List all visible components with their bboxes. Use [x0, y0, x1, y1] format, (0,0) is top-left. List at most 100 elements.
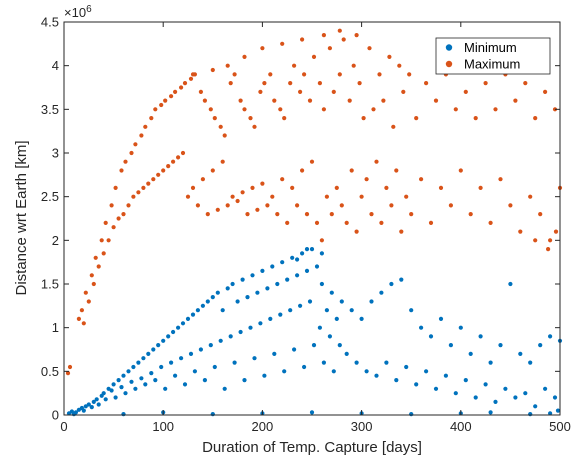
point-minimum — [113, 395, 118, 400]
point-maximum — [361, 116, 366, 121]
y-tick-label: 1 — [52, 320, 59, 335]
point-maximum — [230, 194, 235, 199]
point-maximum — [218, 124, 223, 129]
point-minimum — [331, 369, 336, 374]
point-maximum — [389, 203, 394, 208]
x-tick-label: 0 — [60, 419, 67, 434]
point-minimum — [483, 382, 488, 387]
point-minimum — [288, 308, 293, 313]
point-maximum — [220, 159, 225, 164]
point-maximum — [255, 207, 260, 212]
point-minimum — [270, 264, 275, 269]
point-maximum — [156, 172, 161, 177]
point-maximum — [81, 321, 86, 326]
point-maximum — [468, 212, 473, 217]
point-maximum — [131, 194, 136, 199]
point-minimum — [179, 356, 184, 361]
legend-marker-maximum — [445, 60, 453, 68]
point-minimum — [438, 316, 444, 321]
point-maximum — [538, 212, 543, 217]
point-maximum — [498, 177, 503, 182]
point-maximum — [173, 89, 178, 94]
point-minimum — [210, 412, 215, 417]
point-maximum — [311, 54, 317, 60]
point-minimum — [225, 286, 230, 291]
point-maximum — [302, 72, 307, 77]
point-maximum — [262, 81, 267, 86]
point-minimum — [265, 286, 270, 291]
point-minimum — [252, 356, 257, 361]
point-maximum — [518, 229, 523, 234]
x-tick-label: 200 — [252, 419, 274, 434]
point-minimum — [285, 277, 290, 282]
point-minimum — [275, 281, 280, 287]
point-minimum — [513, 395, 518, 400]
point-minimum — [295, 273, 300, 278]
point-minimum — [307, 299, 313, 304]
point-minimum — [493, 399, 498, 404]
point-maximum — [334, 185, 339, 190]
point-minimum — [389, 281, 394, 287]
point-maximum — [347, 98, 352, 103]
point-maximum — [448, 203, 453, 208]
point-maximum — [79, 308, 84, 313]
point-maximum — [290, 185, 295, 190]
point-maximum — [159, 102, 164, 108]
point-maximum — [275, 212, 280, 217]
point-maximum — [198, 89, 203, 94]
point-maximum — [292, 63, 297, 68]
y-tick-label: 2.5 — [41, 189, 59, 204]
point-minimum — [235, 299, 240, 304]
point-minimum — [169, 360, 174, 365]
point-maximum — [176, 155, 181, 160]
y-axis-label: Distance wrt Earth [km] — [13, 140, 30, 295]
point-minimum — [298, 303, 303, 308]
point-minimum — [166, 334, 171, 339]
point-maximum — [245, 212, 250, 217]
point-maximum — [240, 190, 245, 195]
point-minimum — [116, 378, 121, 383]
point-maximum — [65, 371, 71, 376]
point-minimum — [399, 277, 404, 282]
point-maximum — [212, 116, 217, 121]
point-minimum — [143, 382, 148, 387]
point-minimum — [344, 351, 349, 356]
point-minimum — [248, 325, 253, 330]
point-minimum — [195, 308, 200, 313]
point-maximum — [399, 229, 404, 234]
point-maximum — [324, 194, 329, 199]
point-minimum — [311, 343, 317, 348]
point-maximum — [359, 194, 364, 199]
point-minimum — [212, 364, 217, 370]
point-maximum — [508, 203, 513, 208]
point-minimum — [215, 290, 220, 295]
series-minimum — [66, 247, 563, 417]
point-minimum — [220, 308, 225, 313]
plot-background — [64, 22, 560, 415]
point-minimum — [139, 376, 144, 381]
point-maximum — [369, 212, 374, 217]
point-minimum — [280, 260, 285, 265]
point-minimum — [198, 347, 203, 352]
point-maximum — [83, 290, 88, 295]
point-minimum — [200, 303, 205, 308]
point-maximum — [116, 216, 121, 221]
point-maximum — [371, 107, 376, 112]
point-maximum — [232, 72, 237, 77]
point-maximum — [329, 212, 334, 217]
point-maximum — [401, 89, 406, 94]
point-maximum — [331, 89, 336, 94]
point-minimum — [210, 295, 215, 300]
point-maximum — [250, 185, 255, 190]
point-maximum — [129, 150, 134, 156]
series-maximum — [65, 28, 563, 376]
point-maximum — [364, 177, 369, 182]
point-maximum — [136, 190, 141, 195]
point-maximum — [242, 54, 247, 60]
point-maximum — [166, 164, 171, 169]
point-minimum — [121, 373, 126, 378]
point-maximum — [126, 203, 131, 208]
point-maximum — [407, 72, 412, 77]
x-tick-label: 500 — [549, 419, 571, 434]
point-maximum — [327, 46, 332, 51]
